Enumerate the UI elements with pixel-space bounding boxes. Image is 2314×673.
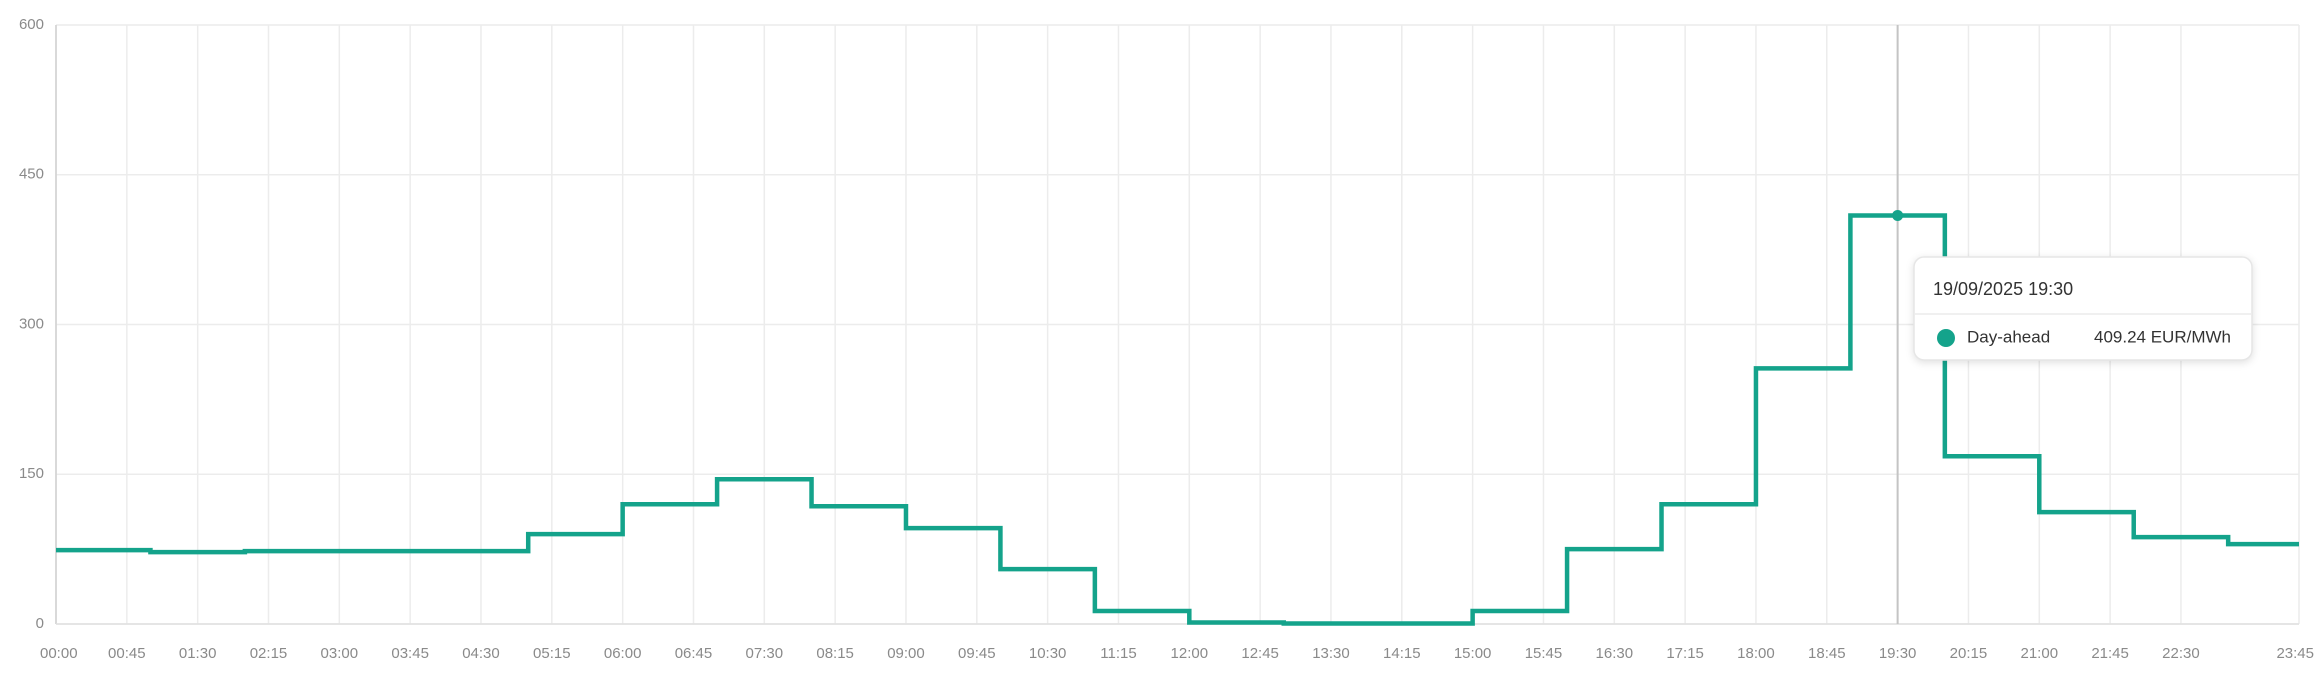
x-tick-label: 15:45 [1525, 645, 1563, 662]
x-tick-label: 12:45 [1241, 645, 1279, 662]
x-tick-label: 22:30 [2162, 645, 2200, 662]
x-tick-label: 20:15 [1950, 645, 1988, 662]
x-tick-label: 15:00 [1454, 645, 1492, 662]
x-tick-label: 17:15 [1666, 645, 1704, 662]
x-tick-label: 03:00 [321, 645, 359, 662]
price-line [56, 213, 2299, 626]
x-tick-label: 13:30 [1312, 645, 1350, 662]
x-tick-label: 09:45 [958, 645, 996, 662]
x-tick-label: 16:30 [1596, 645, 1634, 662]
legend-label: Day-ahead [1967, 327, 2050, 346]
x-tick-label: 07:30 [746, 645, 784, 662]
tooltip-title: 19/09/2025 19:30 [1933, 279, 2073, 299]
x-tick-label: 18:45 [1808, 645, 1846, 662]
x-tick-label: 01:30 [179, 645, 217, 662]
hover-point [1892, 209, 1904, 221]
x-tick-label: 11:15 [1100, 645, 1136, 662]
y-tick-label: 300 [19, 315, 44, 332]
x-tick-label: 21:45 [2091, 645, 2129, 662]
x-tick-label: 19:30 [1879, 645, 1917, 662]
x-tick-label: 02:15 [250, 645, 288, 662]
y-tick-label: 150 [19, 465, 44, 482]
x-tick-label: 00:45 [108, 645, 146, 662]
x-tick-label: 06:45 [675, 645, 713, 662]
x-tick-label: 09:00 [887, 645, 925, 662]
y-tick-label: 450 [19, 166, 44, 183]
y-tick-label: 600 [19, 16, 44, 33]
x-tick-label: 00:00 [40, 645, 78, 662]
x-tick-label: 05:15 [533, 645, 571, 662]
y-tick-label: 0 [36, 615, 44, 632]
x-tick-label: 08:15 [816, 645, 854, 662]
x-tick-label: 12:00 [1171, 645, 1209, 662]
x-tick-label: 04:30 [462, 645, 500, 662]
tooltip: 19/09/2025 19:30 Day-ahead 409.24 EUR/MWh [1913, 256, 2253, 361]
legend-marker [1937, 329, 1955, 347]
x-tick-label: 14:15 [1383, 645, 1421, 662]
tooltip-value: 409.24 EUR/MWh [2094, 327, 2231, 346]
x-tick-label: 06:00 [604, 645, 642, 662]
x-tick-label: 18:00 [1737, 645, 1775, 662]
x-tick-label: 10:30 [1029, 645, 1067, 662]
x-tick-label: 23:45 [2276, 645, 2314, 662]
x-tick-label: 03:45 [391, 645, 429, 662]
x-tick-label: 21:00 [2021, 645, 2059, 662]
tooltip-box [1913, 256, 2253, 361]
